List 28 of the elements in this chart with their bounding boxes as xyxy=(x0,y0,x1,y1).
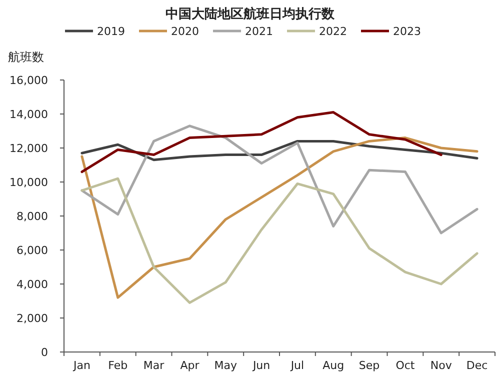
x-tick-label: May xyxy=(214,359,238,372)
y-tick-label: 2,000 xyxy=(16,312,48,325)
x-tick-label: Dec xyxy=(466,359,488,372)
x-tick-label: Jun xyxy=(252,359,270,372)
x-tick-label: Oct xyxy=(396,359,416,372)
y-tick-label: 6,000 xyxy=(16,244,48,257)
x-tick-label: Feb xyxy=(108,359,128,372)
x-tick-label: Aug xyxy=(322,359,344,372)
x-tick-label: Mar xyxy=(143,359,165,372)
legend-label: 2020 xyxy=(171,25,199,38)
x-tick-label: Sep xyxy=(358,359,380,372)
chart-title: 中国大陆地区航班日均执行数 xyxy=(166,6,336,22)
y-tick-label: 4,000 xyxy=(16,278,48,291)
x-tick-label: Nov xyxy=(430,359,452,372)
x-tick-label: Jul xyxy=(290,359,304,372)
y-tick-label: 14,000 xyxy=(10,108,48,121)
legend-label: 2023 xyxy=(393,25,421,38)
y-axis-title: 航班数 xyxy=(8,50,44,64)
x-tick-label: Jan xyxy=(72,359,90,372)
y-tick-label: 0 xyxy=(41,346,48,359)
legend-label: 2022 xyxy=(319,25,347,38)
y-tick-label: 12,000 xyxy=(10,142,48,155)
legend-label: 2019 xyxy=(97,25,125,38)
x-tick-label: Apr xyxy=(180,359,200,372)
y-tick-label: 8,000 xyxy=(16,210,48,223)
y-tick-label: 10,000 xyxy=(10,176,48,189)
legend-label: 2021 xyxy=(245,25,273,38)
y-tick-label: 16,000 xyxy=(10,74,48,87)
